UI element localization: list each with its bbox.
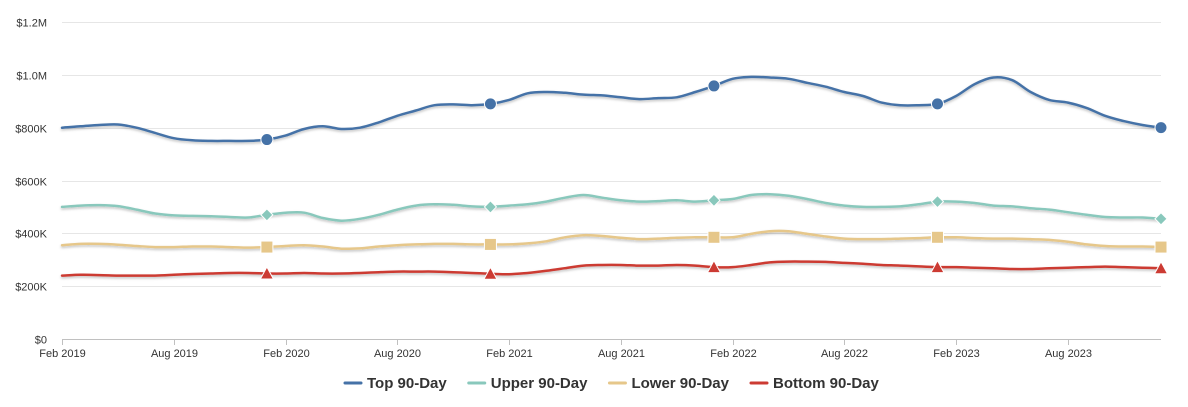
y-tick-label: $400K: [15, 229, 47, 241]
data-point-marker: [483, 200, 498, 214]
data-point-marker: [930, 194, 945, 209]
legend-item[interactable]: Lower 90-Day: [607, 375, 730, 392]
series-markers-group: [260, 193, 1168, 226]
series-markers-group: [260, 79, 1168, 147]
legend-item[interactable]: Upper 90-Day: [467, 375, 588, 392]
grid-lines: [62, 22, 1161, 287]
y-tick-label: $600K: [15, 177, 47, 189]
series-line[interactable]: [60, 75, 1163, 143]
data-point-marker: [1154, 212, 1168, 226]
series-markers: [259, 79, 1169, 280]
data-point-marker: [930, 230, 944, 244]
data-point-marker: [259, 265, 275, 280]
y-tick-label: $0: [35, 335, 47, 347]
y-tick-label: $1.2M: [16, 18, 47, 30]
data-point-marker: [930, 97, 944, 111]
x-tick-label: Aug 2020: [374, 348, 421, 360]
data-point-marker: [260, 133, 274, 147]
legend: Top 90-Day Upper 90-Day Lower 90-Day Bottom…: [343, 375, 880, 392]
x-tick-label: Feb 2019: [39, 348, 85, 360]
series-lower-90-day: [60, 229, 1163, 251]
x-tick-label: Feb 2021: [486, 348, 532, 360]
x-tick-label: Aug 2019: [151, 348, 198, 360]
y-tick-label: $1.0M: [16, 71, 47, 83]
y-tick-label: $800K: [15, 124, 47, 136]
data-point-marker: [1154, 121, 1168, 135]
x-tick-label: Aug 2023: [1045, 348, 1092, 360]
x-tick-label: Feb 2022: [710, 348, 756, 360]
data-point-marker: [1154, 240, 1168, 254]
series-upper-90-day: [60, 192, 1163, 222]
y-tick-label: $200K: [15, 282, 47, 294]
series-lines: [60, 75, 1163, 277]
series-markers-group: [260, 230, 1168, 254]
series-top-90-day: [60, 75, 1163, 143]
legend-item[interactable]: Top 90-Day: [343, 375, 447, 392]
data-point-marker: [1153, 260, 1169, 275]
data-point-marker: [483, 237, 497, 251]
x-tick-label: Aug 2022: [821, 348, 868, 360]
series-markers-group: [259, 259, 1169, 280]
legend-label: Bottom 90-Day: [773, 375, 880, 392]
data-point-marker: [707, 79, 721, 93]
legend-label: Lower 90-Day: [631, 375, 729, 392]
series-line[interactable]: [60, 260, 1163, 277]
x-tick-label: Feb 2020: [263, 348, 309, 360]
legend-item[interactable]: Bottom 90-Day: [749, 375, 880, 392]
data-point-marker: [483, 266, 498, 280]
series-bottom-90-day: [60, 260, 1163, 277]
data-point-marker: [706, 259, 722, 274]
data-point-marker: [707, 230, 721, 244]
x-tick-label: Aug 2021: [598, 348, 645, 360]
data-point-marker: [483, 97, 497, 111]
axes: $0 $200K $400K $600K $800K $1.0M $1.2M Feb 2019…: [15, 18, 1161, 360]
series-line[interactable]: [60, 192, 1163, 222]
series-line[interactable]: [60, 229, 1163, 251]
legend-label: Top 90-Day: [367, 375, 447, 392]
data-point-marker: [707, 193, 721, 208]
data-point-marker: [260, 208, 274, 222]
x-tick-label: Feb 2023: [933, 348, 979, 360]
data-point-marker: [260, 240, 274, 254]
legend-label: Upper 90-Day: [491, 375, 588, 392]
data-point-marker: [930, 259, 945, 274]
